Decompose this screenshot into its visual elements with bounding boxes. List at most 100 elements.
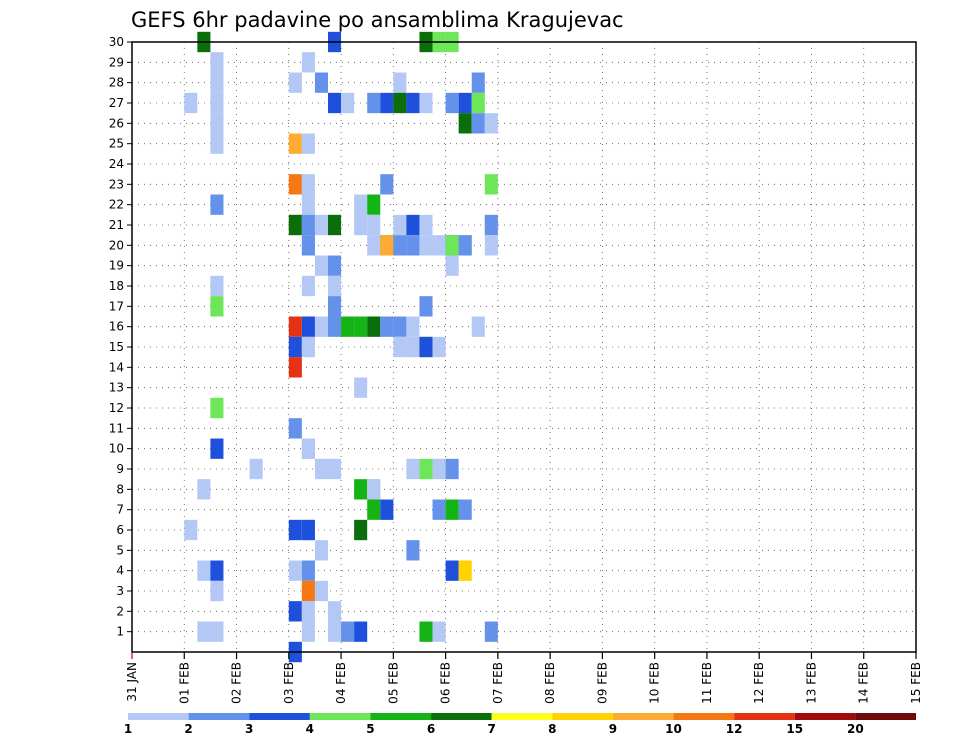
precip-cell — [432, 499, 446, 520]
precip-cell — [445, 458, 459, 480]
precip-cell — [393, 316, 407, 337]
precip-cell — [458, 92, 472, 114]
y-tick-label: 16 — [109, 320, 124, 334]
precip-cell — [341, 92, 355, 114]
x-tick-label: 02 FEB — [230, 662, 244, 704]
precip-cell — [210, 72, 224, 93]
precip-cell — [314, 580, 328, 602]
precip-cell — [210, 580, 224, 602]
x-tick-label: 12 FEB — [752, 662, 766, 704]
colorbar-segment — [309, 713, 371, 720]
precip-cell — [288, 72, 302, 93]
precip-cell — [328, 255, 342, 276]
x-tick-label: 13 FEB — [804, 662, 818, 704]
x-tick-label: 03 FEB — [282, 662, 296, 704]
precip-cell — [354, 214, 368, 236]
x-tick-label: 14 FEB — [857, 662, 871, 704]
precip-cell — [367, 316, 381, 337]
y-tick-label: 3 — [116, 584, 124, 598]
precip-cell — [419, 235, 433, 256]
chart-title: GEFS 6hr padavine po ansamblima Kragujev… — [131, 8, 624, 32]
precip-cell — [406, 316, 420, 337]
precip-cell — [301, 214, 315, 236]
y-tick-label: 25 — [109, 137, 124, 151]
colorbar-label: 8 — [548, 722, 556, 736]
y-tick-label: 22 — [109, 198, 124, 212]
colorbar-segment — [673, 713, 735, 720]
colorbar-label: 6 — [427, 722, 435, 736]
precip-cell — [288, 174, 302, 195]
x-tick-label: 15 FEB — [909, 662, 923, 704]
grid-lines — [132, 42, 916, 652]
precip-cell — [445, 235, 459, 256]
precip-cell — [314, 214, 328, 236]
precip-cell — [393, 214, 407, 236]
x-axis: 31 JAN 01 FEB 02 FEB 03 FEB 04 FEB 05 FEB 06 F… — [125, 652, 923, 704]
precip-cell — [367, 479, 381, 500]
precip-cell — [406, 458, 420, 480]
precip-cell — [288, 601, 302, 622]
y-tick-label: 21 — [109, 218, 124, 232]
precip-cell — [471, 72, 485, 93]
y-tick-label: 14 — [109, 360, 124, 374]
precip-cell — [328, 296, 342, 317]
precip-cell — [210, 397, 224, 419]
precip-cell — [210, 296, 224, 317]
precip-cell — [380, 174, 394, 195]
precip-cell — [419, 296, 433, 317]
precip-cell — [354, 519, 368, 541]
precip-cell — [184, 92, 198, 114]
precip-cell — [484, 214, 498, 236]
precip-cell — [210, 560, 224, 581]
y-tick-label: 29 — [109, 55, 124, 69]
y-tick-label: 6 — [116, 523, 124, 537]
precip-cell — [210, 52, 224, 73]
precip-cell — [210, 621, 224, 642]
precip-cell — [328, 92, 342, 114]
precip-cell — [354, 194, 368, 215]
precip-cell — [288, 316, 302, 337]
precip-cell — [419, 621, 433, 642]
precip-cell — [484, 113, 498, 134]
precip-cell — [249, 458, 263, 480]
precip-cell — [393, 235, 407, 256]
precip-cell — [314, 316, 328, 337]
y-tick-label: 17 — [109, 299, 124, 313]
precip-cell — [328, 621, 342, 642]
x-tick-label: 05 FEB — [386, 662, 400, 704]
y-tick-label: 2 — [116, 604, 124, 618]
y-tick-label: 4 — [116, 564, 124, 578]
precip-cell — [301, 194, 315, 215]
colorbar-label: 7 — [488, 722, 496, 736]
precip-cell — [380, 499, 394, 520]
precip-cell — [419, 214, 433, 236]
precip-cell — [393, 72, 407, 93]
x-tick-label: 07 FEB — [491, 662, 505, 704]
precip-cell — [484, 621, 498, 642]
colorbar-label: 4 — [306, 722, 314, 736]
precip-cell — [184, 519, 198, 541]
precip-cell — [354, 621, 368, 642]
precip-cell — [288, 357, 302, 378]
precip-cell — [210, 92, 224, 114]
precip-cell — [328, 601, 342, 622]
precip-cell — [301, 621, 315, 642]
colorbar-segment — [188, 713, 250, 720]
y-tick-label: 8 — [116, 482, 124, 496]
y-tick-label: 9 — [116, 462, 124, 476]
precip-cell — [210, 133, 224, 154]
y-tick-label: 5 — [116, 543, 124, 557]
precip-cell — [301, 316, 315, 337]
colorbar-segment — [128, 713, 189, 720]
x-tick-label: 06 FEB — [439, 662, 453, 704]
precip-cell — [380, 235, 394, 256]
precip-cell — [301, 336, 315, 358]
precip-cell — [419, 458, 433, 480]
precip-cell — [445, 255, 459, 276]
colorbar-segment — [855, 713, 916, 720]
precip-cell — [406, 540, 420, 561]
colorbar-segment — [370, 713, 432, 720]
precip-cell — [432, 235, 446, 256]
y-tick-label: 7 — [116, 503, 124, 517]
y-tick-label: 24 — [109, 157, 124, 171]
